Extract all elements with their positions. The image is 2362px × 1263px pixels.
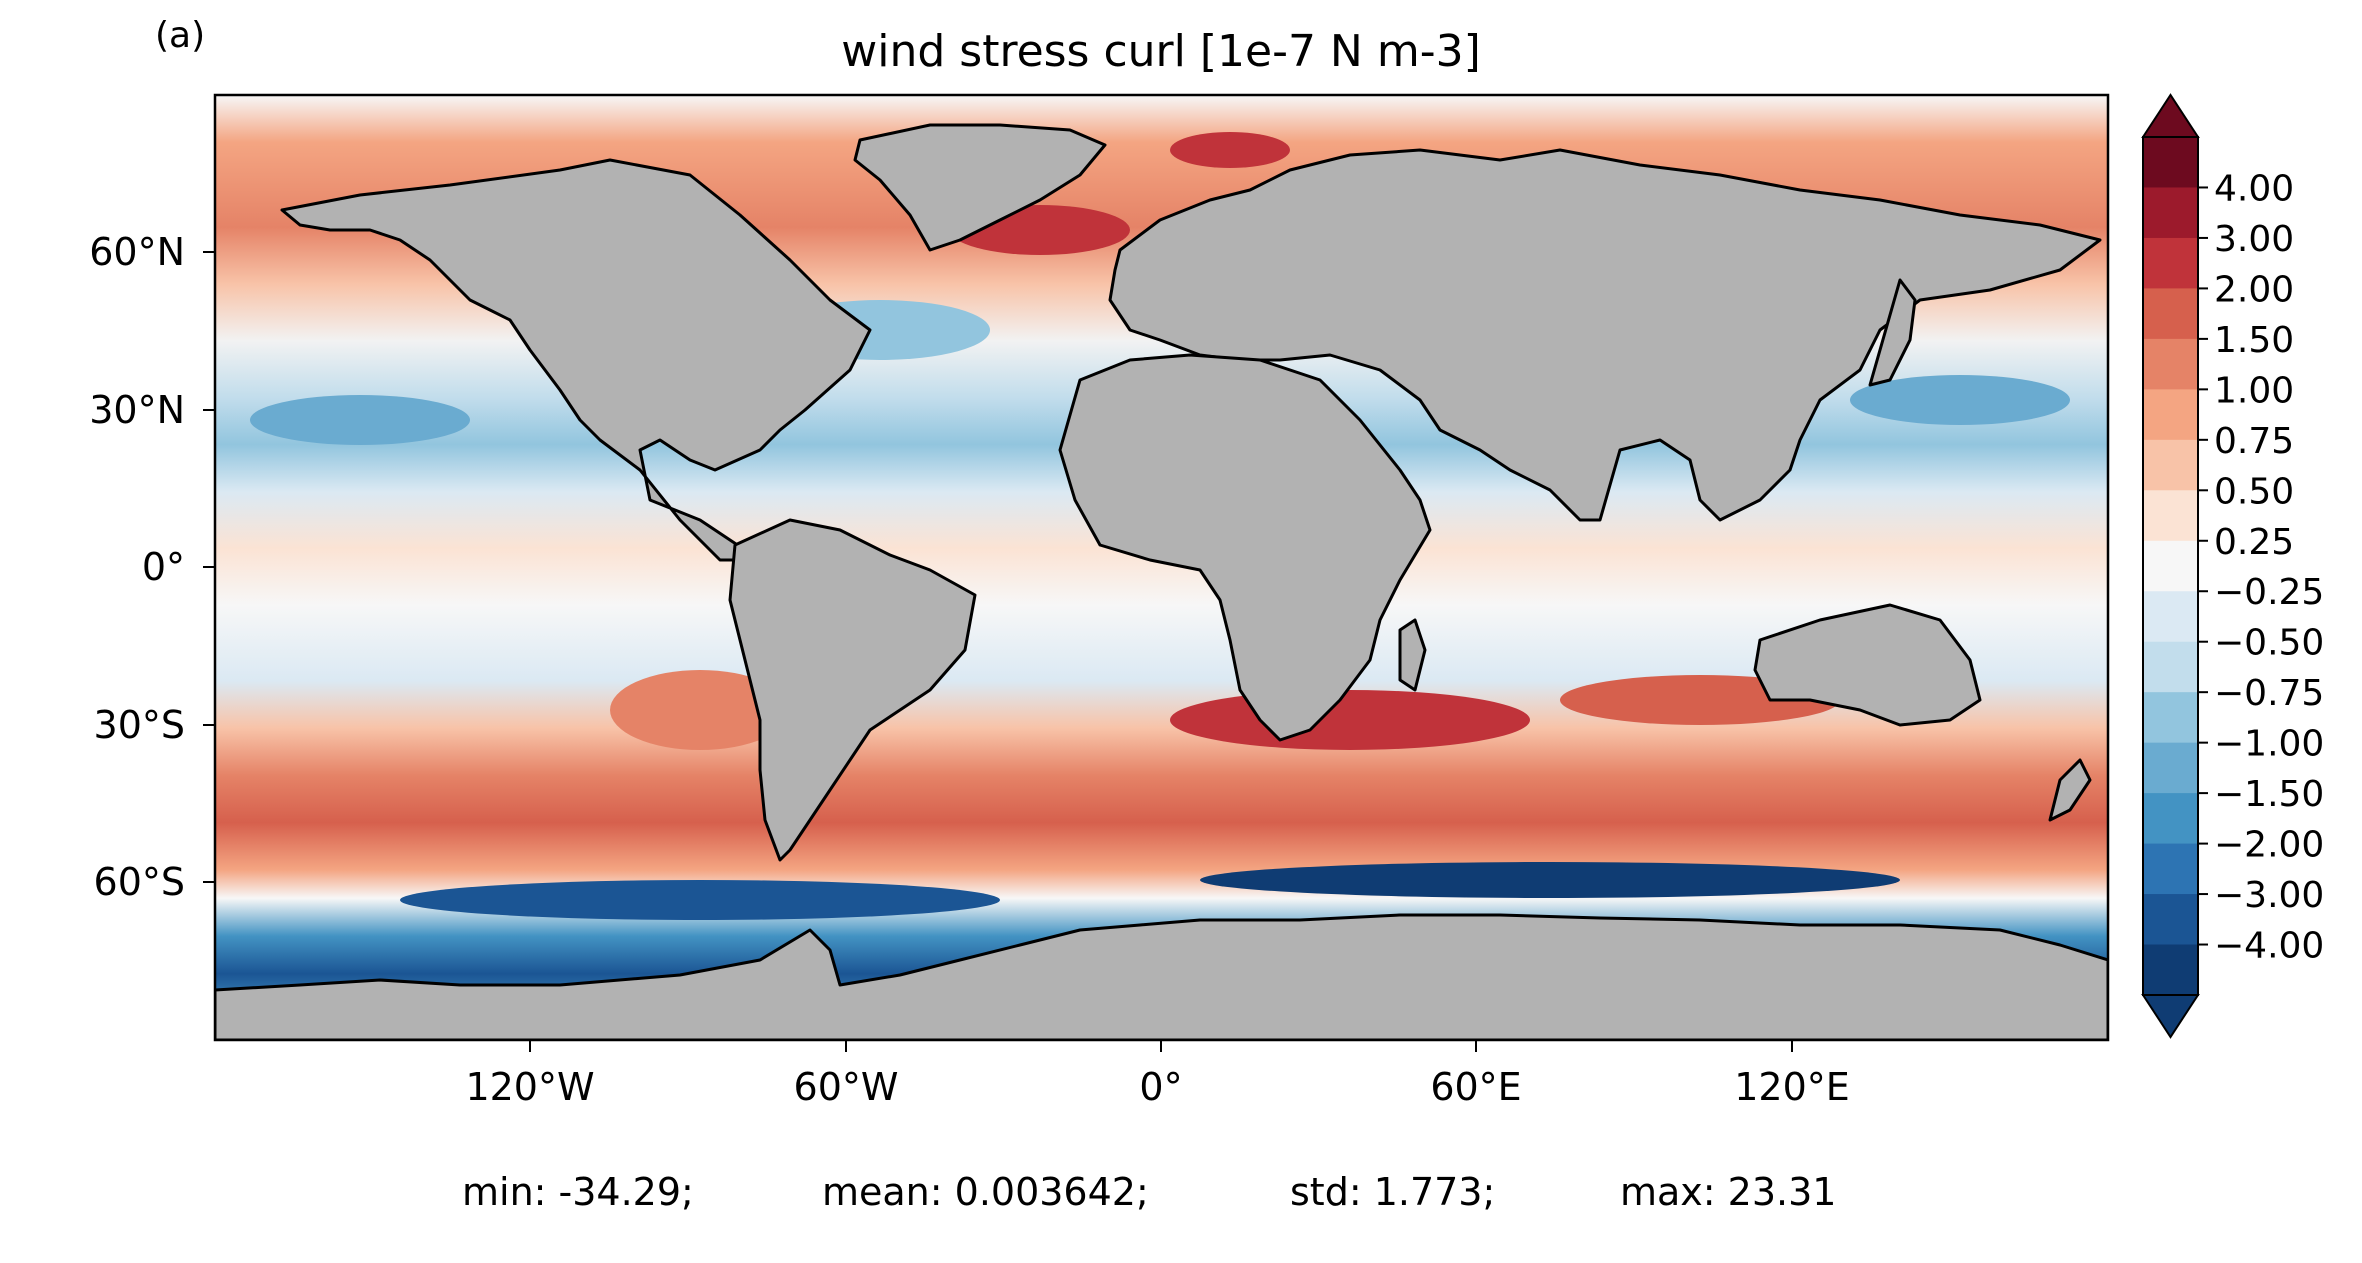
statistics-line: min: -34.29; mean: 0.003642; std: 1.773;…	[0, 1170, 2362, 1230]
panel-label: (a)	[155, 15, 205, 56]
colorbar-segment	[2143, 641, 2198, 693]
colorbar-tick-label: 2.00	[2214, 269, 2294, 310]
south-america	[728, 518, 977, 862]
ocean-patch	[1200, 862, 1900, 898]
colorbar-segment	[2143, 137, 2198, 188]
colorbar-tick-label: 0.25	[2214, 522, 2294, 563]
colorbar-segment	[2143, 692, 2198, 744]
north-america	[280, 158, 872, 562]
x-tick-label: 120°W	[465, 1065, 594, 1109]
x-tick-label: 60°W	[794, 1065, 899, 1109]
colorbar-tick-label: −0.75	[2214, 673, 2324, 714]
colorbar-tick-label: −0.50	[2214, 623, 2324, 664]
colorbar-extend-max	[2141, 93, 2200, 138]
eurasia	[1108, 148, 2102, 522]
antarctica	[215, 913, 2108, 1040]
colorbar-segment	[2143, 591, 2198, 643]
ocean-patch	[250, 395, 470, 445]
colorbar-tick-label: −1.50	[2214, 774, 2324, 815]
colorbar-tick-label: −4.00	[2214, 926, 2324, 967]
colorbar-extend-min	[2141, 994, 2200, 1039]
colorbar-tick-label: −0.25	[2214, 572, 2324, 613]
colorbar-segment	[2143, 237, 2198, 289]
y-tick-label: 0°	[142, 545, 185, 589]
colorbar-tick-label: −3.00	[2214, 875, 2324, 916]
colorbar-segment	[2143, 540, 2198, 592]
japan	[1868, 278, 1917, 387]
colorbar-segment	[2143, 389, 2198, 441]
x-tick-label: 0°	[1139, 1065, 1182, 1109]
stat-min: min: -34.29;	[462, 1170, 694, 1214]
colorbar-tick-label: 1.50	[2214, 320, 2294, 361]
colorbar-tick-label: −1.00	[2214, 724, 2324, 765]
y-axis	[203, 251, 215, 883]
colorbar-segment	[2143, 894, 2198, 946]
ocean-patch	[400, 880, 1000, 920]
colorbar-segment	[2143, 490, 2198, 542]
colorbar-segment	[2143, 439, 2198, 491]
colorbar-segment	[2143, 843, 2198, 895]
y-tick-label: 30°N	[89, 388, 185, 432]
colorbar-tick-label: −2.00	[2214, 825, 2324, 866]
colorbar-tick-label: 0.75	[2214, 421, 2294, 462]
y-tick-label: 60°S	[94, 860, 185, 904]
madagascar	[1398, 618, 1427, 692]
colorbar-tick-label: 4.00	[2214, 168, 2294, 209]
colorbar-segment	[2143, 288, 2198, 340]
stat-max: max: 23.31	[1620, 1170, 1837, 1214]
land	[215, 123, 2108, 1040]
ocean-patch	[1170, 132, 1290, 168]
stat-mean: mean: 0.003642;	[822, 1170, 1149, 1214]
colorbar: 4.00 3.00 2.00 1.50 1.00 0.75 0.50 0.25 −0.25 −0.…	[2141, 93, 2324, 1039]
x-axis	[529, 1040, 1793, 1052]
ocean-patch	[610, 670, 790, 750]
new-zealand	[2048, 758, 2092, 822]
map-title: wind stress curl [1e-7 N m-3]	[841, 26, 1480, 77]
y-tick-label: 60°N	[89, 230, 185, 274]
colorbar-segment	[2143, 338, 2198, 390]
colorbar-segment	[2143, 793, 2198, 845]
x-tick-label: 120°E	[1734, 1065, 1850, 1109]
africa	[1058, 353, 1432, 742]
colorbar-segment	[2143, 187, 2198, 239]
australia	[1753, 603, 1982, 727]
ocean-patch	[1170, 690, 1530, 750]
colorbar-tick-label: 0.50	[2214, 471, 2294, 512]
colorbar-segment	[2143, 944, 2198, 996]
ocean-patch	[1850, 375, 2070, 425]
x-tick-label: 60°E	[1430, 1065, 1521, 1109]
colorbar-segment	[2143, 742, 2198, 794]
map-area	[215, 95, 2108, 1040]
colorbar-outline	[2142, 136, 2199, 996]
greenland	[853, 123, 1107, 252]
colorbar-tick-label: 3.00	[2214, 219, 2294, 260]
colorbar-tick-label: 1.00	[2214, 370, 2294, 411]
stat-std: std: 1.773;	[1290, 1170, 1496, 1214]
y-tick-label: 30°S	[94, 703, 185, 747]
